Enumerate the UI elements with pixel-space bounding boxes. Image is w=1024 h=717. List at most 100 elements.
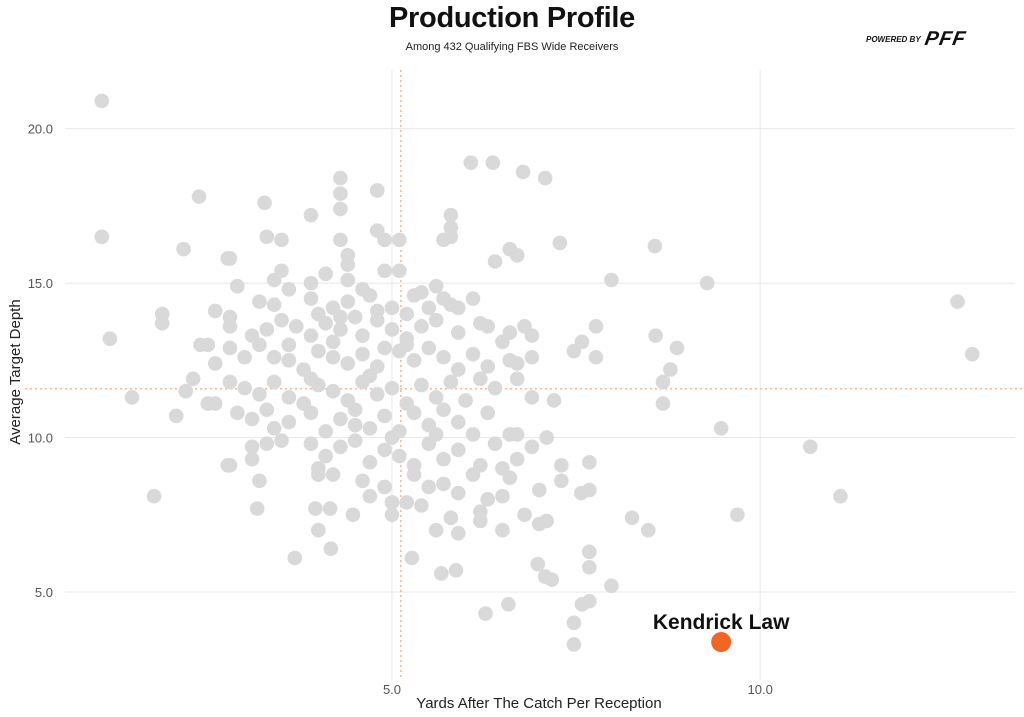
- data-point: [531, 482, 547, 498]
- data-point: [480, 319, 496, 334]
- data-point: [362, 288, 378, 303]
- data-point: [443, 207, 459, 223]
- data-point: [436, 349, 451, 365]
- data-point: [311, 467, 326, 482]
- data-points: [94, 93, 980, 652]
- data-point: [347, 433, 363, 448]
- data-point: [355, 346, 370, 362]
- data-point: [333, 170, 348, 186]
- data-point: [582, 454, 597, 470]
- data-point: [406, 405, 422, 421]
- data-point: [345, 507, 361, 523]
- data-point: [802, 439, 818, 455]
- data-point: [515, 164, 531, 180]
- data-point: [436, 476, 451, 492]
- data-point: [303, 405, 319, 421]
- data-point: [624, 510, 640, 526]
- data-point: [274, 312, 289, 328]
- data-point: [414, 498, 429, 513]
- data-point: [713, 420, 729, 436]
- data-point: [428, 522, 444, 538]
- data-point: [333, 322, 348, 337]
- data-point: [414, 285, 429, 300]
- data-point: [311, 522, 326, 538]
- data-point: [604, 272, 619, 288]
- data-point: [308, 501, 323, 516]
- data-point: [333, 309, 348, 325]
- data-point: [266, 297, 282, 313]
- data-point: [480, 359, 496, 374]
- data-point: [443, 510, 459, 526]
- data-point: [566, 343, 582, 359]
- data-point: [266, 349, 282, 365]
- data-point: [207, 356, 223, 371]
- data-point: [436, 232, 451, 248]
- data-point: [640, 522, 656, 538]
- data-point: [274, 263, 289, 279]
- data-point: [222, 319, 238, 334]
- data-point: [266, 374, 282, 390]
- data-point: [249, 501, 265, 516]
- data-point: [414, 377, 429, 393]
- data-point: [154, 315, 170, 331]
- data-point: [377, 340, 392, 356]
- data-point: [333, 232, 348, 248]
- data-point: [392, 232, 407, 248]
- data-point: [237, 380, 252, 396]
- data-point: [406, 353, 422, 368]
- data-point: [252, 387, 267, 402]
- data-point: [384, 322, 400, 337]
- data-point: [392, 263, 407, 279]
- data-point: [458, 393, 473, 408]
- data-point: [222, 458, 238, 473]
- gridlines: [65, 70, 1015, 680]
- data-point: [281, 281, 297, 297]
- data-point: [362, 368, 378, 384]
- data-point: [647, 238, 663, 254]
- data-point: [185, 371, 201, 387]
- data-point: [537, 170, 553, 186]
- data-point: [421, 479, 437, 495]
- data-point: [421, 300, 437, 316]
- data-point: [501, 597, 516, 612]
- data-point: [325, 467, 341, 482]
- data-point: [303, 207, 319, 223]
- y-axis-label: Average Target Depth: [7, 299, 24, 444]
- data-point: [546, 393, 562, 408]
- data-point: [544, 572, 560, 587]
- data-point: [281, 337, 297, 353]
- data-point: [554, 458, 569, 473]
- x-tick-label: 5.0: [383, 682, 401, 697]
- data-point: [377, 408, 392, 424]
- data-point: [94, 93, 110, 109]
- data-point: [502, 470, 518, 485]
- data-point: [303, 436, 319, 452]
- data-point: [347, 309, 363, 325]
- data-point: [530, 556, 546, 572]
- data-point: [566, 615, 582, 631]
- data-point: [318, 266, 333, 282]
- data-point: [333, 411, 348, 427]
- data-point: [377, 263, 392, 279]
- data-point: [377, 442, 392, 458]
- data-point: [450, 414, 466, 430]
- data-point: [392, 448, 407, 464]
- data-point: [399, 495, 415, 510]
- data-point: [259, 402, 275, 418]
- data-point: [552, 235, 568, 251]
- data-point: [355, 473, 370, 489]
- logo-prefix: POWERED BY: [866, 35, 921, 44]
- data-point: [450, 442, 466, 458]
- data-point: [288, 319, 304, 334]
- data-point: [333, 186, 348, 201]
- data-point: [465, 346, 481, 362]
- data-point: [207, 396, 223, 411]
- reference-lines: [25, 70, 1024, 680]
- data-point: [539, 430, 554, 445]
- data-point: [146, 488, 162, 504]
- y-tick-label: 10.0: [28, 431, 53, 446]
- data-point: [574, 597, 590, 612]
- data-point: [94, 229, 110, 245]
- data-point: [230, 278, 245, 294]
- data-point: [436, 402, 451, 418]
